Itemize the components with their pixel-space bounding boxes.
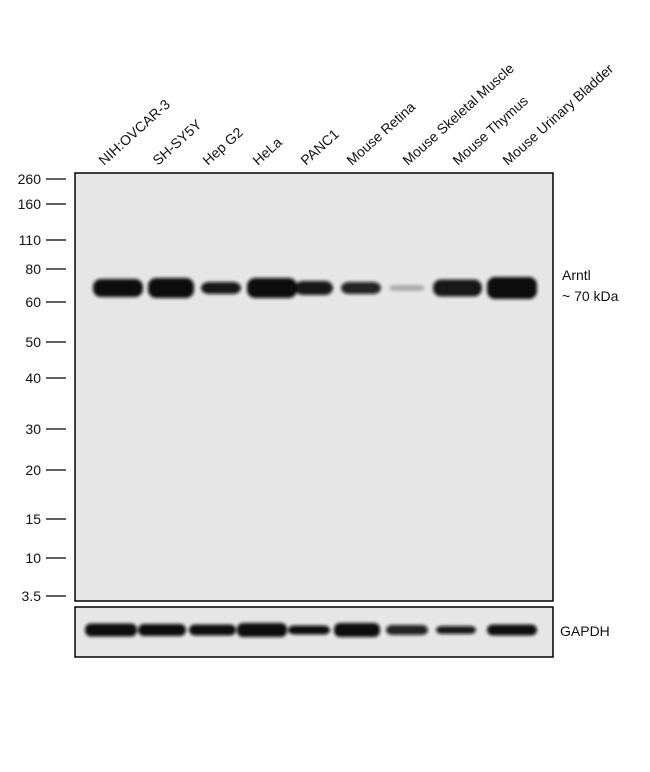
- marker-label: 260: [18, 171, 42, 187]
- target-size: ~ 70 kDa: [562, 288, 619, 304]
- lane-label: SH-SY5Y: [149, 116, 205, 168]
- lane-label: Hep G2: [199, 124, 246, 168]
- marker-label: 50: [25, 334, 41, 350]
- gapdh-band: [334, 623, 380, 637]
- lane-label: PANC1: [297, 126, 342, 169]
- target-band: [247, 278, 297, 298]
- marker-label: 15: [25, 511, 41, 527]
- lane-label: HeLa: [249, 134, 285, 168]
- marker-label: 60: [25, 294, 41, 310]
- target-band: [201, 282, 241, 294]
- gapdh-band: [189, 624, 236, 636]
- target-band: [93, 279, 143, 297]
- target-name: Arntl: [562, 267, 591, 283]
- target-band: [295, 281, 333, 295]
- target-band: [487, 277, 537, 299]
- gapdh-band: [386, 625, 428, 635]
- gapdh-band: [487, 624, 537, 636]
- gapdh-band: [237, 623, 287, 637]
- target-band: [341, 282, 381, 294]
- marker-label: 10: [25, 550, 41, 566]
- marker-label: 3.5: [22, 588, 42, 604]
- marker-label: 160: [18, 196, 42, 212]
- marker-label: 40: [25, 370, 41, 386]
- gapdh-band: [138, 624, 186, 636]
- target-band: [433, 279, 482, 297]
- gapdh-band: [85, 623, 137, 637]
- main-blot: [74, 172, 554, 602]
- marker-label: 110: [19, 232, 42, 248]
- gapdh-band: [436, 626, 476, 634]
- loading-control-label: GAPDH: [560, 623, 610, 639]
- target-band: [148, 278, 194, 298]
- marker-label: 20: [25, 462, 41, 478]
- marker-label: 80: [25, 261, 41, 277]
- bands: [85, 277, 537, 637]
- target-band: [389, 285, 425, 291]
- marker-label: 30: [25, 421, 41, 437]
- gapdh-band: [288, 625, 330, 635]
